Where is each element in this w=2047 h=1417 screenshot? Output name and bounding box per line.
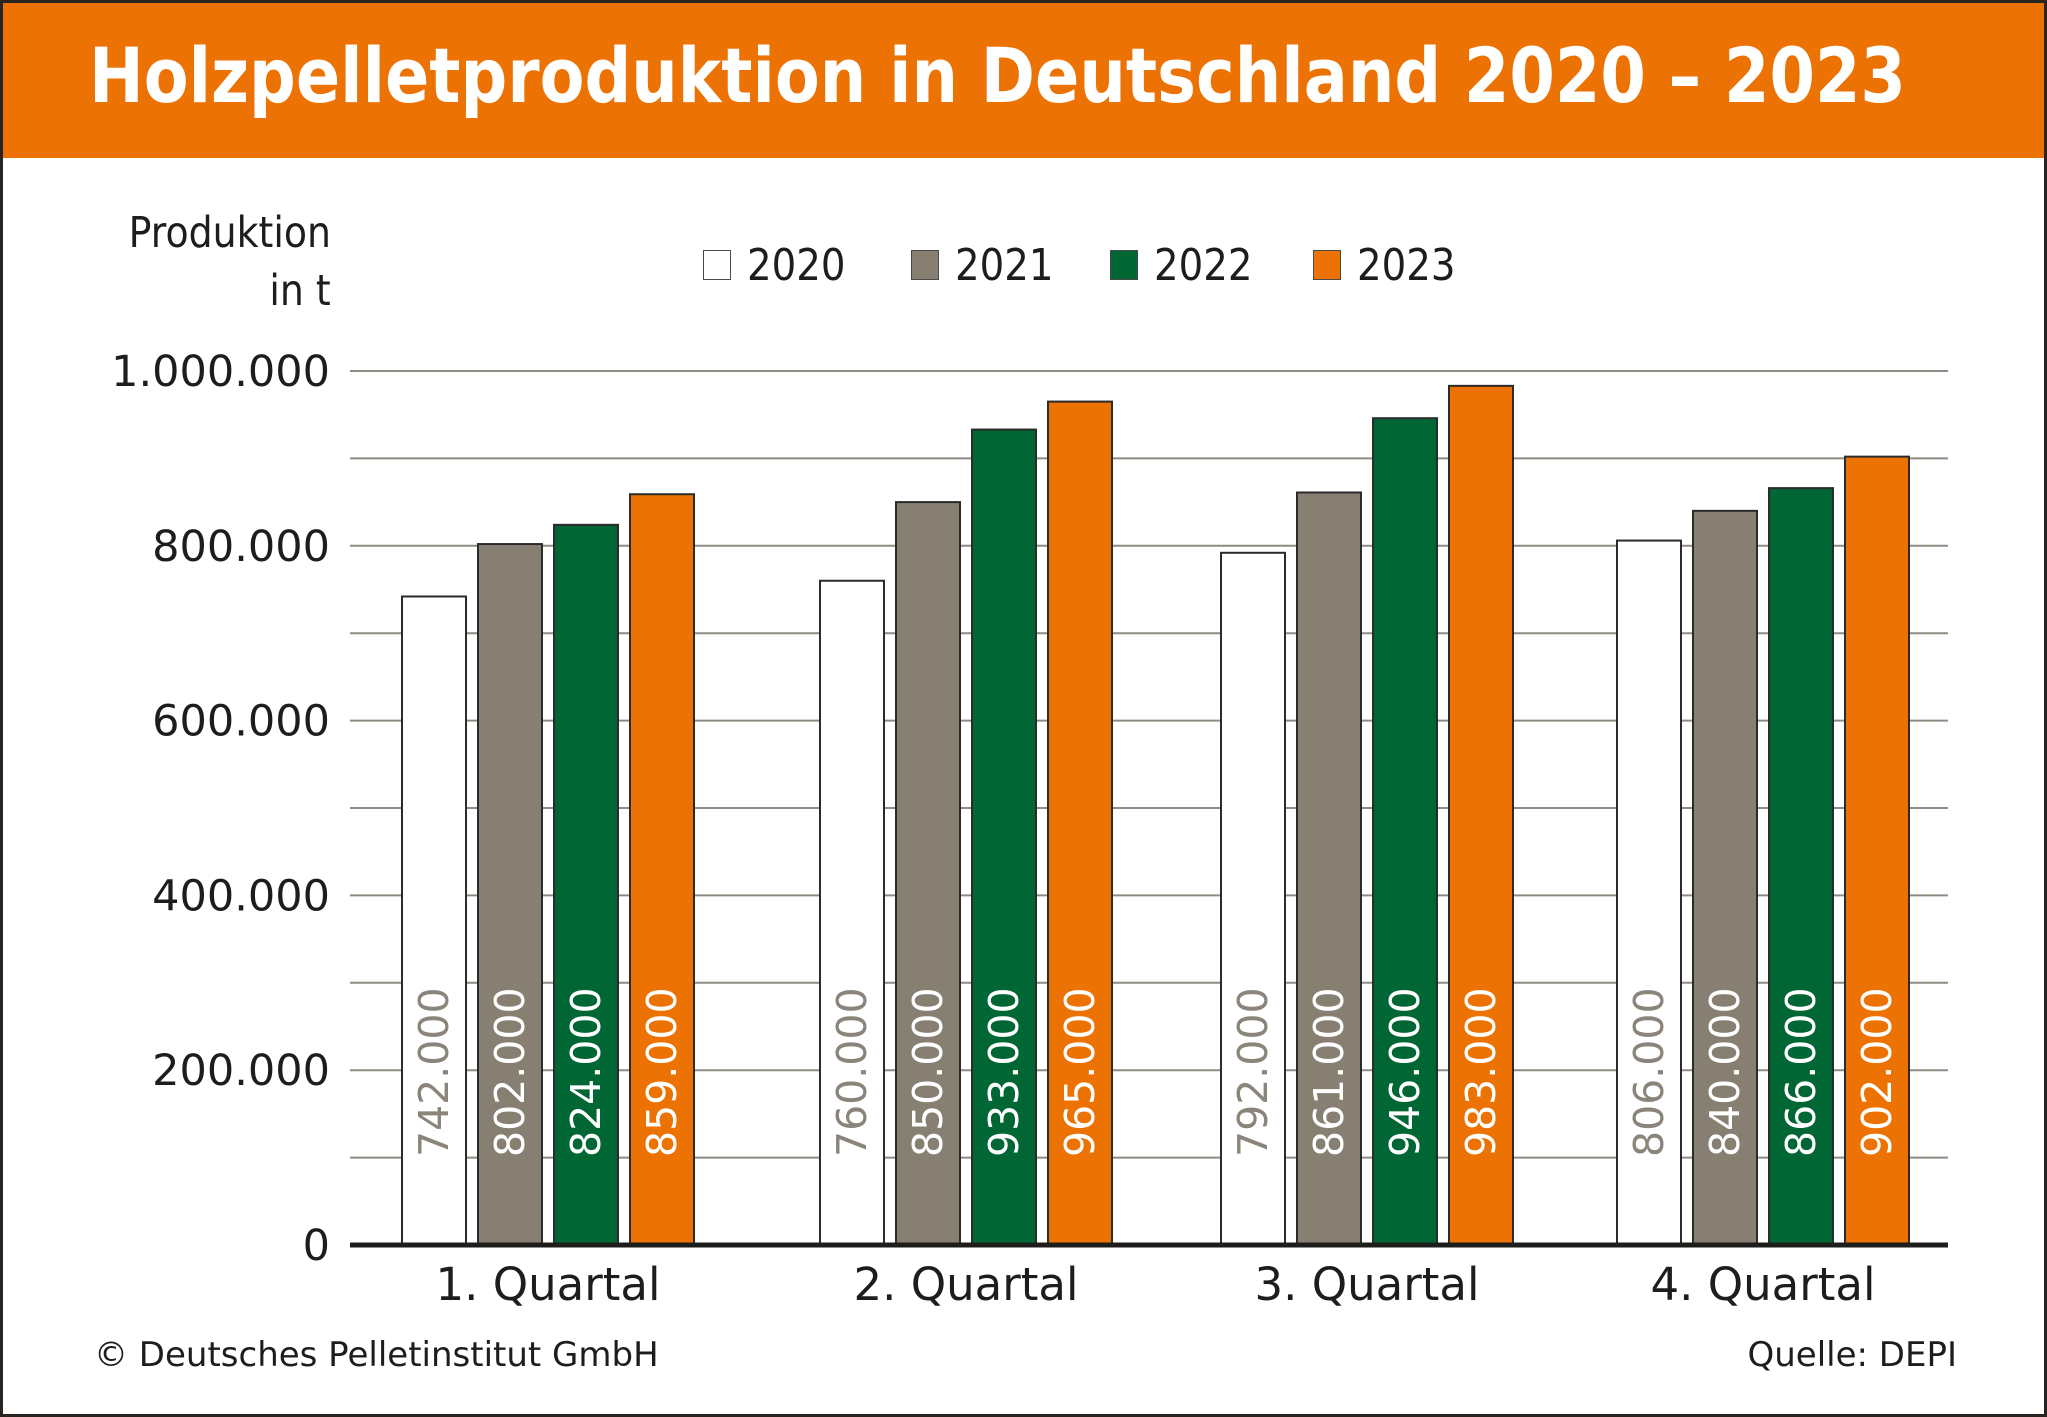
bar-value-label: 824.000 [562,987,610,1157]
title-banner: Holzpelletproduktion in Deutschland 2020… [3,3,2044,158]
bar-2023-q2 [1047,400,1113,1246]
bar-2022-q2 [971,428,1037,1247]
y-tick-label: 0 [303,1221,330,1271]
x-category-label: 1. Quartal [436,1258,661,1311]
bar-value-label: 902.000 [1853,987,1901,1157]
y-axis-label-line2: in t [269,266,331,316]
y-axis-ticks: 0 200.000 400.000 600.000 800.000 1.000.000 [111,347,330,1271]
bar-value-label: 802.000 [486,987,534,1157]
x-category-label: 3. Quartal [1255,1258,1480,1311]
bar-value-label: 859.000 [638,987,686,1157]
chart-title: Holzpelletproduktion in Deutschland 2020… [89,31,1906,120]
bar-2021-q2 [895,501,961,1247]
x-axis-categories: 1. Quartal 2. Quartal 3. Quartal 4. Quartal [436,1258,1876,1311]
legend-label-2022: 2022 [1154,239,1253,291]
bar-2020-q1 [401,595,467,1246]
legend-label-2023: 2023 [1357,239,1456,291]
legend-label-2021: 2021 [955,239,1054,291]
y-tick-label: 1.000.000 [111,347,330,397]
legend-swatch-2021 [911,250,939,280]
legend-item-2021: 2021 [911,239,1067,291]
bar-value-label: 742.000 [410,987,458,1157]
bar-value-label: 806.000 [1625,987,1673,1157]
bar-value-label: 760.000 [828,987,876,1157]
bar-value-label: 850.000 [904,987,952,1157]
bar-2021-q4 [1692,509,1758,1246]
legend-item-2020: 2020 [703,239,859,291]
legend-swatch-2022 [1110,250,1138,280]
legend-swatch-2023 [1313,250,1341,280]
y-tick-label: 600.000 [152,697,330,747]
bar-2020-q3 [1220,551,1286,1246]
bar-value-label: 983.000 [1457,987,1505,1157]
bar-2022-q4 [1768,487,1834,1246]
legend-label-2020: 2020 [747,239,846,291]
bar-value-label: 792.000 [1229,987,1277,1157]
bar-value-label: 861.000 [1305,987,1353,1157]
bar-2022-q1 [553,523,619,1246]
bar-value-label: 866.000 [1777,987,1825,1157]
bar-value-label: 840.000 [1701,987,1749,1157]
y-tick-label: 800.000 [152,522,330,572]
bar-2023-q3 [1448,384,1514,1247]
bar-value-label: 933.000 [980,987,1028,1157]
bar-value-label: 946.000 [1381,987,1429,1157]
source-note: Quelle: DEPI [1747,1335,1958,1375]
bar-2020-q2 [819,579,885,1246]
legend-swatch-2020 [703,250,731,280]
copyright-note: © Deutsches Pelletinstitut GmbH [94,1335,659,1375]
bars: 742.000 802.000 824.000 859.000 760.000 850.0… [401,384,1910,1247]
bar-2021-q3 [1296,491,1362,1246]
y-tick-label: 400.000 [152,871,330,921]
bar-value-label: 965.000 [1056,987,1104,1157]
x-category-label: 2. Quartal [854,1258,1079,1311]
y-tick-label: 200.000 [152,1046,330,1096]
y-axis-label-line1: Produktion [128,208,331,258]
bar-2023-q1 [629,493,695,1246]
legend-item-2022: 2022 [1110,239,1266,291]
bar-2023-q4 [1844,455,1910,1247]
legend-item-2023: 2023 [1313,239,1469,291]
x-category-label: 4. Quartal [1651,1258,1876,1311]
